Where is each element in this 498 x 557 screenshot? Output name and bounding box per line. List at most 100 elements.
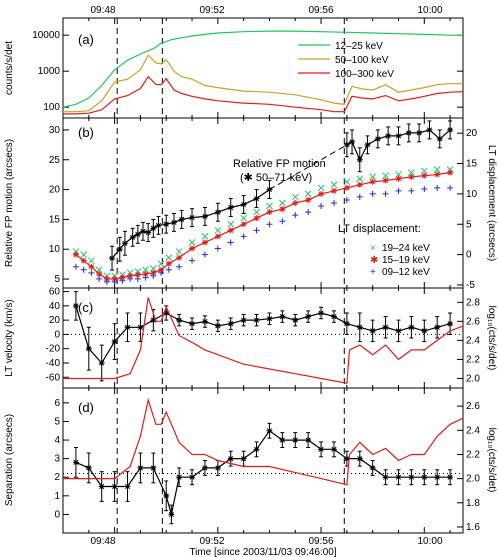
data-point xyxy=(103,278,110,285)
data-point xyxy=(292,317,299,324)
data-point xyxy=(126,269,134,277)
data-point xyxy=(240,317,247,324)
data-point xyxy=(433,166,441,173)
x-axis-label: Time [since 2003/11/03 09:46:00] xyxy=(189,547,337,557)
data-point xyxy=(253,317,260,324)
y-tick-label: 6 xyxy=(54,398,60,409)
series-line xyxy=(63,75,464,115)
lt-legend: × 19–24 keV ✱ 15–19 keV + 09–12 keV xyxy=(370,243,430,278)
data-point xyxy=(227,320,234,327)
y-tick-label: 1.8 xyxy=(466,498,480,509)
y-tick-label: 5 xyxy=(54,274,60,285)
data-point xyxy=(447,320,454,327)
y-tick-label: 10000 xyxy=(32,30,60,41)
data-point xyxy=(124,483,131,490)
panel-d-ylabel-right: log₁₀(cts/s/det) xyxy=(486,428,497,493)
data-point xyxy=(189,320,196,327)
y-tick-label: 100 xyxy=(43,102,60,113)
y-tick-label: 2.6 xyxy=(466,316,480,327)
data-point xyxy=(157,260,165,268)
y-tick-label: 0 xyxy=(54,329,60,340)
data-point xyxy=(111,338,118,345)
data-point xyxy=(279,313,286,320)
y-tick-label: 5 xyxy=(466,219,472,230)
top-tick-label: 09:52 xyxy=(199,5,224,16)
y-tick-label: -20 xyxy=(46,344,61,355)
data-point xyxy=(405,129,412,136)
panel-label-c: (c) xyxy=(78,300,93,315)
data-point xyxy=(214,464,221,471)
lt-legend-marker-09-12: + xyxy=(370,267,376,278)
series-line xyxy=(62,30,463,108)
data-point xyxy=(305,209,312,216)
data-point xyxy=(134,231,141,238)
panel-a-frame xyxy=(62,17,464,119)
data-point xyxy=(72,302,79,309)
data-point xyxy=(227,239,234,246)
data-point xyxy=(369,327,376,334)
data-point xyxy=(129,234,136,241)
data-point xyxy=(349,138,356,145)
y-tick-label: 25 xyxy=(49,155,61,166)
y-tick-label: 2.8 xyxy=(466,297,480,308)
data-point xyxy=(214,245,221,252)
data-point xyxy=(214,226,222,234)
bottom-tick-label: 10:00 xyxy=(417,536,442,547)
data-point xyxy=(426,126,433,133)
data-point xyxy=(163,221,170,228)
data-point xyxy=(292,437,299,444)
data-point xyxy=(137,324,144,331)
data-point xyxy=(116,246,123,253)
data-point xyxy=(253,227,260,234)
data-point xyxy=(330,181,338,189)
y-tick-label: 4 xyxy=(54,435,60,446)
series-line xyxy=(63,297,464,384)
y-tick-label: 0 xyxy=(466,250,472,261)
data-point xyxy=(416,129,423,136)
top-axis-labels: 09:48 09:52 09:56 10:00 xyxy=(90,5,442,16)
data-point xyxy=(279,218,286,225)
data-point xyxy=(80,251,87,258)
data-point xyxy=(374,135,381,142)
data-point xyxy=(292,212,299,219)
panel-c-frame xyxy=(62,287,464,389)
data-point xyxy=(111,272,118,280)
data-point xyxy=(163,492,170,499)
y-tick-label: 30 xyxy=(49,125,61,136)
lt-legend-label-19-24: 19–24 keV xyxy=(382,243,430,254)
panel-b-ylabel-left: Relative FP motion (arcsecs) xyxy=(4,139,15,267)
data-point xyxy=(201,318,208,325)
data-point xyxy=(279,437,286,444)
data-point xyxy=(343,196,350,203)
data-point xyxy=(421,327,428,334)
data-point xyxy=(150,272,157,279)
lt-legend-marker-19-24: × xyxy=(370,243,376,254)
data-point xyxy=(434,324,441,331)
data-point xyxy=(395,187,402,194)
y-tick-label: 2.4 xyxy=(466,335,480,346)
y-tick-label: 2.2 xyxy=(466,354,480,365)
lt-fit-line xyxy=(75,172,451,280)
panel-d-frame xyxy=(62,387,464,534)
data-point xyxy=(395,474,402,481)
y-tick-label: 5 xyxy=(54,416,60,427)
y-tick-label: 2.6 xyxy=(466,401,480,412)
lt-legend-marker-15-19: ✱ xyxy=(370,255,378,266)
y-tick-label: 15 xyxy=(466,159,478,170)
y-tick-label: 20 xyxy=(49,315,61,326)
data-point xyxy=(446,166,454,173)
data-point xyxy=(279,199,286,207)
y-tick-label: -60 xyxy=(46,372,61,383)
data-point xyxy=(421,474,428,481)
data-point xyxy=(88,257,95,265)
y-tick-label: 1000 xyxy=(38,66,61,77)
data-point xyxy=(111,278,118,285)
panel-b-ylabel-right: LT displacement (arcsecs) xyxy=(486,145,497,261)
data-point xyxy=(163,310,170,316)
data-point xyxy=(175,248,183,255)
data-point xyxy=(201,464,208,471)
data-point xyxy=(266,427,273,434)
data-point xyxy=(150,464,157,471)
data-point xyxy=(72,263,79,270)
series-line xyxy=(75,429,451,515)
